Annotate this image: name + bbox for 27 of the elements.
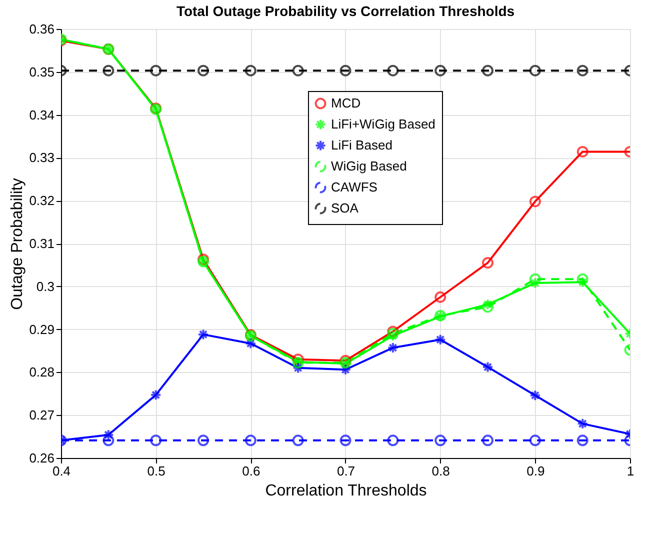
y-tick-label: 0.28 — [29, 364, 54, 380]
legend-label: MCD — [331, 96, 361, 110]
y-tick-label: 0.35 — [29, 64, 54, 80]
y-tick-label: 0.36 — [29, 22, 54, 36]
y-tick-label: 0.27 — [29, 408, 54, 423]
x-tick-label: 0.5 — [147, 464, 166, 478]
x-tick-label: 0.6 — [242, 464, 260, 478]
legend-label: SOA — [331, 200, 359, 216]
x-tick-label: 0.4 — [52, 464, 71, 478]
y-tick-label: 0.32 — [29, 193, 54, 208]
y-tick-label: 0.33 — [29, 150, 54, 166]
legend-label: LiFi Based — [331, 138, 392, 152]
legend-label: CAWFS — [331, 180, 378, 194]
y-tick-label: 0.31 — [29, 236, 54, 251]
chart-title: Total Outage Probability vs Correlation Thresholds — [176, 3, 515, 19]
y-axis-title: Outage Probability — [9, 178, 26, 310]
x-tick-label: 0.8 — [432, 464, 450, 478]
legend-label: WiGig Based — [331, 158, 407, 174]
y-tick-label: 0.26 — [29, 450, 54, 466]
x-tick-label: 1 — [626, 464, 634, 478]
x-tick-label: 0.7 — [336, 464, 356, 478]
x-tick-label: 0.9 — [526, 464, 545, 478]
x-axis-title: Correlation Thresholds — [265, 482, 427, 500]
legend-label: LiFi+WiGig Based — [331, 116, 436, 132]
y-tick-label: 0.34 — [29, 107, 54, 122]
y-tick-label: 0.3 — [36, 278, 54, 294]
y-tick-label: 0.29 — [29, 322, 54, 337]
